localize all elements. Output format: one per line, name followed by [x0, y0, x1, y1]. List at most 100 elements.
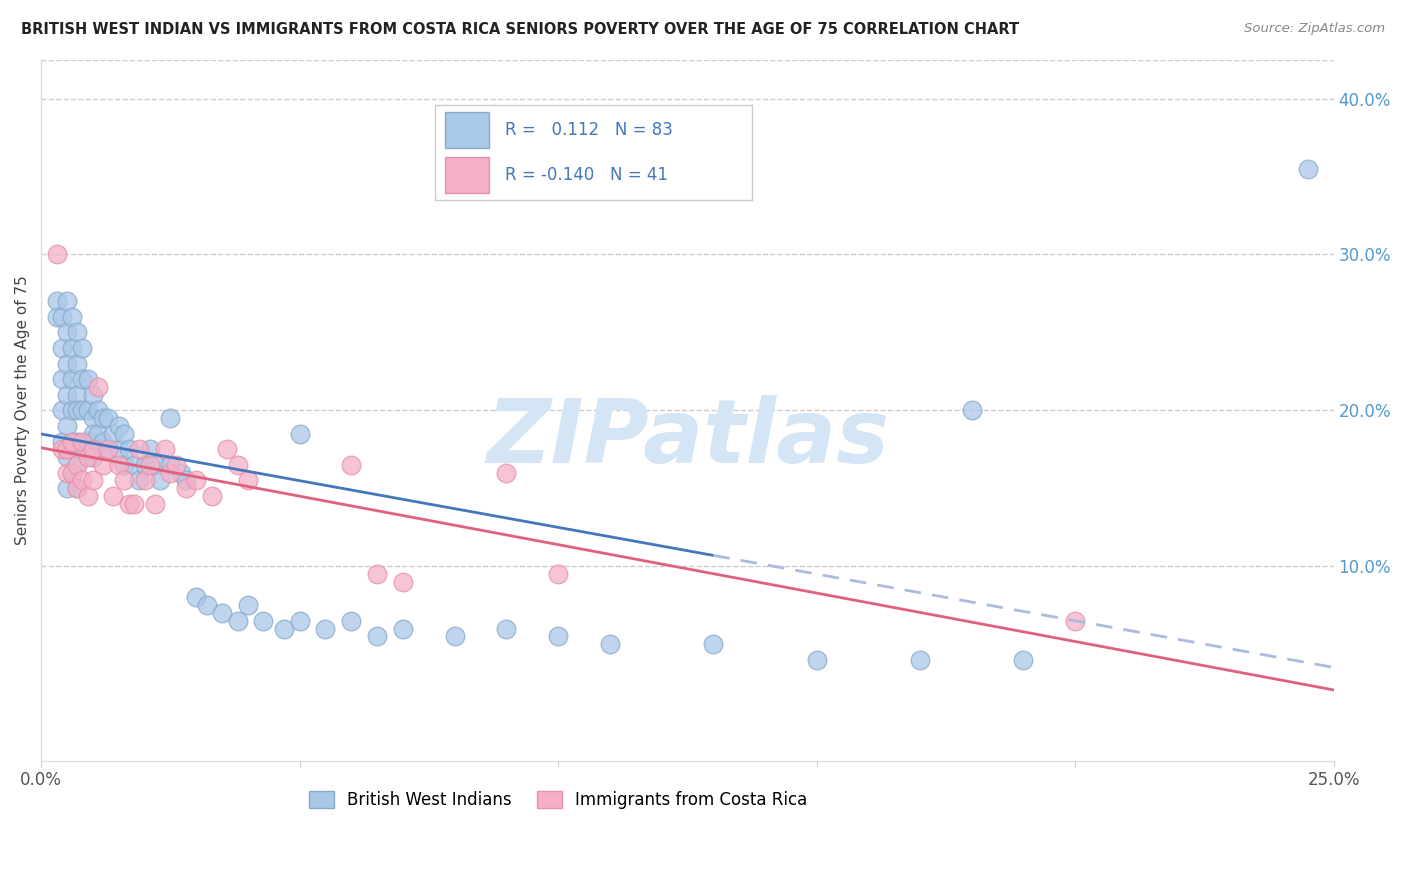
Point: [66, 434, 89, 449]
Point: [143, 497, 166, 511]
Point: [91, 411, 114, 425]
Point: [112, 474, 135, 488]
Point: [143, 458, 166, 472]
Point: [97, 442, 120, 457]
Point: [122, 458, 145, 472]
Point: [56, 294, 79, 309]
Point: [138, 442, 160, 457]
Point: [252, 614, 274, 628]
Point: [60, 466, 83, 480]
Point: [60, 310, 83, 324]
Point: [56, 418, 79, 433]
Point: [56, 388, 79, 402]
Point: [1012, 653, 1035, 667]
Point: [236, 474, 259, 488]
Point: [443, 629, 465, 643]
Point: [806, 653, 828, 667]
Point: [107, 458, 129, 472]
Text: BRITISH WEST INDIAN VS IMMIGRANTS FROM COSTA RICA SENIORS POVERTY OVER THE AGE O: BRITISH WEST INDIAN VS IMMIGRANTS FROM C…: [21, 22, 1019, 37]
Point: [56, 466, 79, 480]
Point: [82, 411, 104, 425]
Point: [1296, 161, 1319, 176]
Point: [45, 294, 67, 309]
Point: [76, 403, 98, 417]
Point: [51, 442, 73, 457]
Point: [103, 426, 125, 441]
Point: [107, 418, 129, 433]
Point: [56, 357, 79, 371]
Point: [366, 629, 388, 643]
Point: [87, 426, 110, 441]
Point: [128, 442, 150, 457]
Point: [97, 442, 120, 457]
Point: [159, 466, 181, 480]
Text: Source: ZipAtlas.com: Source: ZipAtlas.com: [1244, 22, 1385, 36]
Point: [170, 466, 193, 480]
Point: [72, 341, 94, 355]
Point: [82, 474, 104, 488]
Point: [112, 458, 135, 472]
Legend: British West Indians, Immigrants from Costa Rica: British West Indians, Immigrants from Co…: [302, 784, 814, 816]
Point: [91, 434, 114, 449]
Point: [45, 247, 67, 261]
Point: [273, 622, 295, 636]
Point: [60, 341, 83, 355]
Point: [72, 434, 94, 449]
Point: [159, 411, 181, 425]
Point: [66, 481, 89, 495]
Point: [82, 426, 104, 441]
Point: [340, 614, 363, 628]
Point: [186, 591, 208, 605]
Point: [128, 474, 150, 488]
Point: [236, 598, 259, 612]
Point: [97, 411, 120, 425]
Point: [56, 442, 79, 457]
Point: [66, 388, 89, 402]
Point: [149, 474, 172, 488]
Point: [60, 403, 83, 417]
Point: [599, 637, 621, 651]
Point: [82, 442, 104, 457]
Point: [195, 598, 218, 612]
Point: [72, 372, 94, 386]
Point: [87, 380, 110, 394]
Text: ZIPatlas: ZIPatlas: [486, 395, 889, 482]
Point: [118, 497, 141, 511]
Point: [547, 567, 569, 582]
Point: [138, 458, 160, 472]
Point: [72, 403, 94, 417]
Point: [159, 458, 181, 472]
Point: [392, 622, 415, 636]
Point: [51, 310, 73, 324]
Point: [314, 622, 336, 636]
Point: [134, 474, 156, 488]
Point: [340, 458, 363, 472]
Point: [72, 474, 94, 488]
Point: [107, 442, 129, 457]
Point: [76, 372, 98, 386]
Point: [211, 606, 233, 620]
Point: [51, 403, 73, 417]
Point: [76, 450, 98, 464]
Point: [60, 434, 83, 449]
Point: [45, 310, 67, 324]
Point: [288, 614, 311, 628]
Point: [51, 341, 73, 355]
Point: [118, 442, 141, 457]
Point: [392, 574, 415, 589]
Point: [66, 458, 89, 472]
Point: [56, 481, 79, 495]
Point: [82, 450, 104, 464]
Point: [122, 497, 145, 511]
Point: [66, 458, 89, 472]
Point: [908, 653, 931, 667]
Point: [56, 450, 79, 464]
Point: [288, 426, 311, 441]
Point: [66, 326, 89, 340]
Point: [960, 403, 983, 417]
Point: [174, 474, 197, 488]
Point: [56, 326, 79, 340]
Point: [60, 372, 83, 386]
Point: [702, 637, 724, 651]
Point: [217, 442, 239, 457]
